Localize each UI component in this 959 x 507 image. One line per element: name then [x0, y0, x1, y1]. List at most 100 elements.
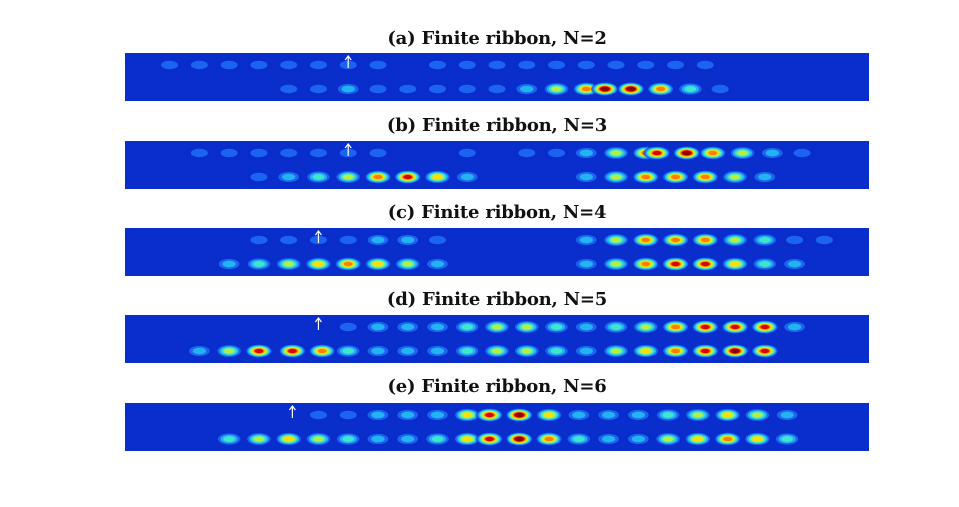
peak-contour [700, 237, 710, 243]
intensity-peak [624, 408, 653, 422]
intensity-peak [215, 344, 244, 358]
intensity-peak [274, 82, 303, 96]
panel-e-title: (e) Finite ribbon, N=6 [387, 376, 607, 397]
peak-contour [250, 148, 268, 158]
intensity-peak [780, 320, 809, 334]
peak-contour [752, 436, 763, 442]
peak-contour [491, 324, 503, 330]
intensity-peak [590, 82, 619, 96]
intensity-peak [334, 408, 363, 422]
peak-contour [579, 173, 593, 181]
peak-contour [373, 261, 383, 267]
peak-contour [700, 324, 710, 330]
peak-contour [737, 150, 748, 156]
peak-contour [428, 84, 446, 94]
intensity-peak [572, 233, 601, 247]
peak-contour [401, 435, 415, 443]
intensity-peak [542, 146, 571, 160]
intensity-peak [244, 146, 273, 160]
intensity-peak [393, 257, 422, 271]
intensity-peak [274, 58, 303, 72]
panel-e-heatmap [125, 403, 869, 451]
intensity-peak [750, 320, 779, 334]
peak-contour [342, 436, 354, 442]
peak-contour [577, 60, 595, 70]
intensity-peak [788, 146, 817, 160]
intensity-peak [661, 58, 690, 72]
peak-contour [515, 436, 524, 442]
peak-contour [670, 237, 681, 243]
intensity-peak [728, 146, 757, 160]
peak-contour [601, 411, 616, 419]
up-arrow-icon [314, 317, 322, 330]
peak-contour [342, 348, 354, 354]
intensity-peak [423, 320, 452, 334]
intensity-peak [713, 408, 742, 422]
intensity-peak [602, 320, 631, 334]
intensity-peak [535, 432, 564, 446]
intensity-peak [572, 320, 601, 334]
peak-contour [640, 324, 651, 330]
intensity-peak [691, 344, 720, 358]
peak-contour [787, 323, 802, 331]
intensity-peak [453, 320, 482, 334]
intensity-peak [185, 146, 214, 160]
intensity-peak [363, 170, 392, 184]
intensity-peak [631, 320, 660, 334]
intensity-peak [304, 170, 333, 184]
intensity-peak [334, 82, 363, 96]
peak-contour [579, 347, 593, 355]
intensity-peak [691, 58, 720, 72]
peak-contour [515, 412, 524, 418]
intensity-peak [542, 344, 571, 358]
peak-contour [579, 323, 593, 331]
intensity-peak [244, 257, 273, 271]
peak-contour [692, 412, 704, 418]
intensity-peak [721, 170, 750, 184]
intensity-peak [363, 257, 392, 271]
intensity-peak [661, 320, 690, 334]
peak-contour [601, 435, 616, 443]
peak-contour [223, 348, 235, 354]
intensity-peak [363, 344, 392, 358]
intensity-peak [483, 82, 511, 96]
peak-contour [637, 60, 655, 70]
intensity-peak [572, 257, 601, 271]
peak-contour [430, 260, 445, 268]
intensity-peak [393, 320, 422, 334]
intensity-peak [483, 58, 511, 72]
intensity-peak [691, 233, 720, 247]
intensity-peak [393, 233, 422, 247]
intensity-peak [780, 257, 809, 271]
intensity-peak [683, 408, 712, 422]
peak-contour [670, 324, 681, 330]
peak-contour [371, 323, 385, 331]
peak-contour [250, 235, 268, 245]
peak-contour [313, 436, 324, 442]
peak-contour [610, 324, 622, 330]
peak-contour [551, 86, 562, 92]
intensity-peak [244, 233, 273, 247]
up-arrow-icon [288, 405, 296, 418]
intensity-peak [721, 233, 750, 247]
peak-contour [700, 261, 710, 267]
intensity-peak [594, 432, 623, 446]
intensity-peak [244, 432, 273, 446]
peak-contour [309, 148, 327, 158]
intensity-peak [676, 82, 705, 96]
peak-contour [610, 261, 622, 267]
intensity-peak [453, 344, 482, 358]
peak-contour [521, 324, 532, 330]
intensity-peak [453, 170, 482, 184]
peak-contour [544, 412, 554, 418]
intensity-peak [334, 233, 363, 247]
intensity-peak [274, 432, 303, 446]
peak-contour [313, 261, 324, 267]
peak-contour [759, 237, 771, 243]
intensity-peak [363, 408, 392, 422]
intensity-peak [512, 344, 541, 358]
peak-contour [309, 84, 327, 94]
intensity-peak [393, 344, 422, 358]
peak-contour [430, 323, 445, 331]
intensity-peak [475, 408, 504, 422]
